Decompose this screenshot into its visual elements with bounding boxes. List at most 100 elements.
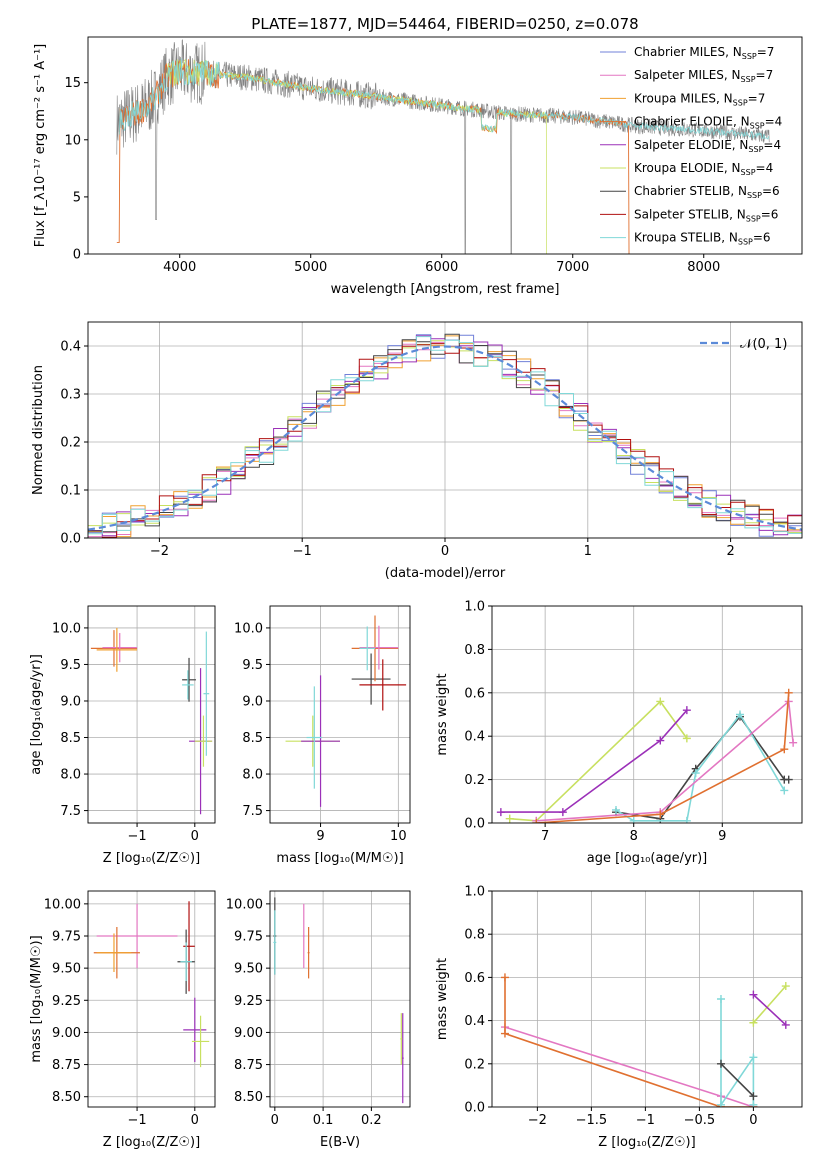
x-tick-label: 9: [316, 829, 324, 844]
y-tick-label: 0.0: [60, 532, 81, 547]
weight-marker: [716, 1100, 725, 1107]
x-tick-label: 6000: [425, 260, 458, 275]
x-tick-label: 10: [390, 829, 407, 844]
weight-marker: [781, 982, 790, 991]
y-tick-label: 8.75: [52, 1058, 81, 1073]
residual-histogram: [88, 336, 802, 535]
weight_vs_Z-x-label: Z [log₁₀(Z/Z☉)]: [598, 1135, 695, 1150]
weight-marker: [749, 1100, 758, 1107]
weight-marker: [656, 810, 665, 819]
residuals-plot-area: [88, 322, 802, 538]
x-tick-label: 8: [630, 829, 638, 844]
x-tick-label: −1.5: [576, 1113, 608, 1128]
weight-series-line: [509, 700, 688, 822]
age_vs_Z-chart: −1 0 7.5 8.0 8.5 9.0 9.5 10.0 Z [log₁₀(Z/Z☉)] age…: [29, 605, 216, 866]
mass_vs_Z-chart: −1 0 8.50 8.75 9.00 9.25 9.50 9.75 10.00 Z [log₁₀…: [29, 890, 216, 1150]
legend-entry: Kroupa STELIB, NSSP=6: [634, 231, 771, 247]
legend-entry: Kroupa ELODIE, NSSP=4: [634, 161, 773, 177]
legend-entry: Salpeter STELIB, NSSP=6: [634, 207, 778, 223]
x-tick-label: 0: [191, 1113, 199, 1128]
x-tick-label: −2: [528, 1113, 547, 1128]
y-tick-label: 0.2: [464, 1057, 485, 1072]
weight-series-line: [752, 985, 787, 1024]
weight-marker: [500, 1029, 509, 1038]
y-tick-label: 8.0: [242, 768, 263, 783]
y-tick-label: 9.75: [52, 930, 81, 945]
weight-series-line: [504, 1026, 754, 1107]
x-tick-label: 7: [541, 829, 549, 844]
weight-marker: [789, 738, 798, 747]
spectrum-y-label: Flux [f_λ10⁻¹⁷ erg cm⁻² s⁻¹ A⁻¹]: [33, 44, 48, 248]
x-tick-label: −1: [636, 1113, 655, 1128]
spectrum-legend: Chabrier MILES, NSSP=7 Salpeter MILES, NS…: [600, 45, 782, 247]
y-tick-label: 9.0: [242, 694, 263, 709]
y-tick-label: 0.0: [464, 817, 485, 832]
weight_vs_age-plot-area: [492, 606, 802, 823]
y-tick-label: 8.75: [234, 1058, 263, 1073]
y-tick-label: 9.00: [52, 1026, 81, 1041]
x-tick-label: −1: [127, 1113, 146, 1128]
y-tick-label: 0.0: [464, 1101, 485, 1116]
x-tick-label: −1: [127, 829, 146, 844]
y-tick-label: 9.0: [60, 694, 81, 709]
weight_vs_Z-plot-area: [492, 891, 802, 1107]
residuals-y-label: Normed distribution: [31, 365, 46, 495]
age_vs_Z-x-label: Z [log₁₀(Z/Z☉)]: [103, 851, 200, 866]
y-tick-label: 1.0: [464, 600, 485, 615]
mass_vs_ebv-frame: [269, 890, 411, 1108]
y-tick-label: 10.00: [44, 897, 81, 912]
weight-marker: [496, 808, 505, 817]
normal-curve: [88, 345, 802, 531]
y-tick-label: 7.5: [60, 804, 81, 819]
y-tick-label: 9.5: [60, 658, 81, 673]
residuals-x-label: (data-model)/error: [385, 566, 506, 581]
legend-entry: Kroupa MILES, NSSP=7: [634, 91, 765, 107]
weight-marker: [716, 995, 725, 1003]
y-tick-label: 8.50: [234, 1090, 263, 1105]
legend-entry: Chabrier STELIB, NSSP=6: [634, 184, 780, 200]
mass_vs_Z-x-label: Z [log₁₀(Z/Z☉)]: [103, 1135, 200, 1150]
y-tick-label: 0.6: [464, 971, 485, 986]
x-tick-label: 9: [718, 829, 726, 844]
age_vs_mass-plot-area: [270, 606, 410, 823]
weight-marker: [749, 1053, 758, 1062]
y-tick-label: 5: [73, 190, 81, 205]
spectrum-plot-area: [116, 39, 770, 254]
x-tick-label: 2: [726, 544, 734, 559]
weight-series-line: [536, 699, 794, 822]
weight-marker: [736, 710, 744, 719]
model-spectrum-line: [119, 58, 770, 140]
y-tick-label: 0.6: [464, 686, 485, 701]
age_vs_mass-frame: [269, 605, 411, 824]
y-tick-label: 10: [64, 133, 81, 148]
y-tick-label: 15: [64, 76, 81, 91]
age_vs_mass-x-label: mass [log₁₀(M/M☉)]: [276, 851, 403, 866]
y-tick-label: 9.75: [234, 930, 263, 945]
y-tick-label: 9.25: [234, 994, 263, 1009]
age_vs_Z-plot-area: [88, 606, 215, 823]
weight_vs_age-y-label: mass weight: [435, 673, 450, 755]
weight_vs_Z-frame: [491, 890, 803, 1108]
weight-marker: [656, 697, 665, 706]
age_vs_Z-frame: [87, 605, 216, 824]
y-tick-label: 0.2: [60, 436, 81, 451]
y-tick-label: 0.3: [60, 388, 81, 403]
weight-marker: [749, 1018, 758, 1027]
residuals-chart: −2 −1 0 1 2 0.0 0.1 0.2 0.3 0.4 (data-model)/error…: [31, 321, 803, 581]
x-tick-label: 0.1: [313, 1113, 334, 1128]
y-tick-label: 8.5: [60, 731, 81, 746]
x-tick-label: 1: [584, 544, 592, 559]
weight-marker: [558, 808, 567, 817]
y-tick-label: 0.4: [60, 340, 81, 355]
weight-marker: [505, 814, 514, 823]
y-tick-label: 0: [73, 248, 81, 263]
weight_vs_age-chart: 7 8 9 0.0 0.2 0.4 0.6 0.8 1.0 age [log₁₀(age/yr)]…: [435, 600, 803, 866]
weight-marker: [749, 1092, 758, 1101]
x-tick-label: 0.2: [361, 1113, 382, 1128]
y-tick-label: 9.5: [242, 658, 263, 673]
weight-marker: [629, 816, 638, 823]
y-tick-label: 0.1: [60, 484, 81, 499]
legend-entry: Salpeter ELODIE, NSSP=4: [634, 138, 781, 154]
x-tick-label: 4000: [163, 260, 196, 275]
y-tick-label: 8.5: [242, 731, 263, 746]
